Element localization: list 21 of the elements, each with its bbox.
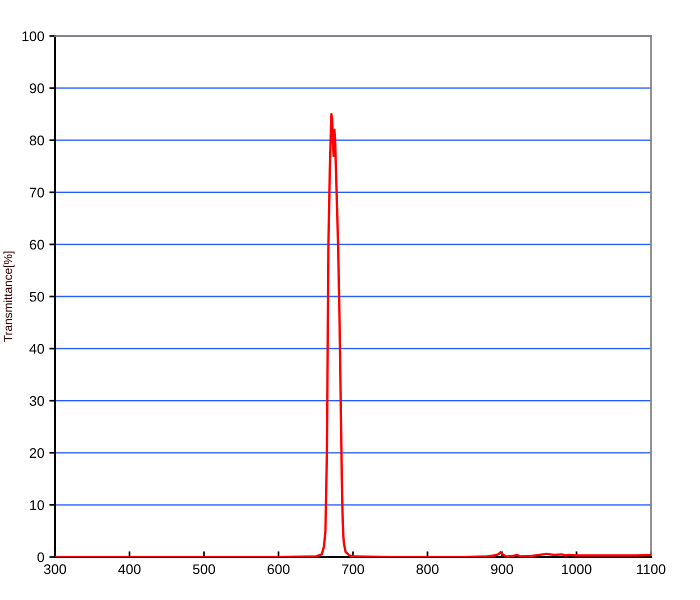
x-tick-label: 600 bbox=[268, 564, 290, 574]
x-tick-label: 800 bbox=[416, 564, 439, 574]
y-tick-label: 80 bbox=[30, 136, 44, 146]
x-tick-label: 1000 bbox=[562, 564, 592, 574]
y-tick-label: 60 bbox=[30, 240, 44, 250]
y-tick-label: 0 bbox=[37, 552, 44, 562]
x-tick-label: 900 bbox=[491, 564, 514, 574]
x-tick-label: 700 bbox=[342, 564, 364, 574]
y-tick-label: 20 bbox=[30, 448, 44, 458]
y-axis-title: Transmittance[%] bbox=[3, 252, 14, 342]
x-tick-label: 400 bbox=[118, 564, 141, 574]
x-tick-label: 1100 bbox=[637, 564, 666, 574]
y-tick-label: 70 bbox=[30, 188, 44, 198]
y-tick-label: 40 bbox=[29, 344, 44, 354]
y-tick-label: 50 bbox=[30, 292, 44, 302]
x-tick-label: 500 bbox=[192, 564, 216, 574]
y-tick-label: 10 bbox=[30, 500, 44, 510]
y-tick-label: 100 bbox=[22, 31, 44, 42]
x-tick-label: 300 bbox=[44, 564, 66, 574]
y-tick-label: 90 bbox=[30, 83, 44, 94]
y-tick-label: 30 bbox=[30, 396, 44, 406]
